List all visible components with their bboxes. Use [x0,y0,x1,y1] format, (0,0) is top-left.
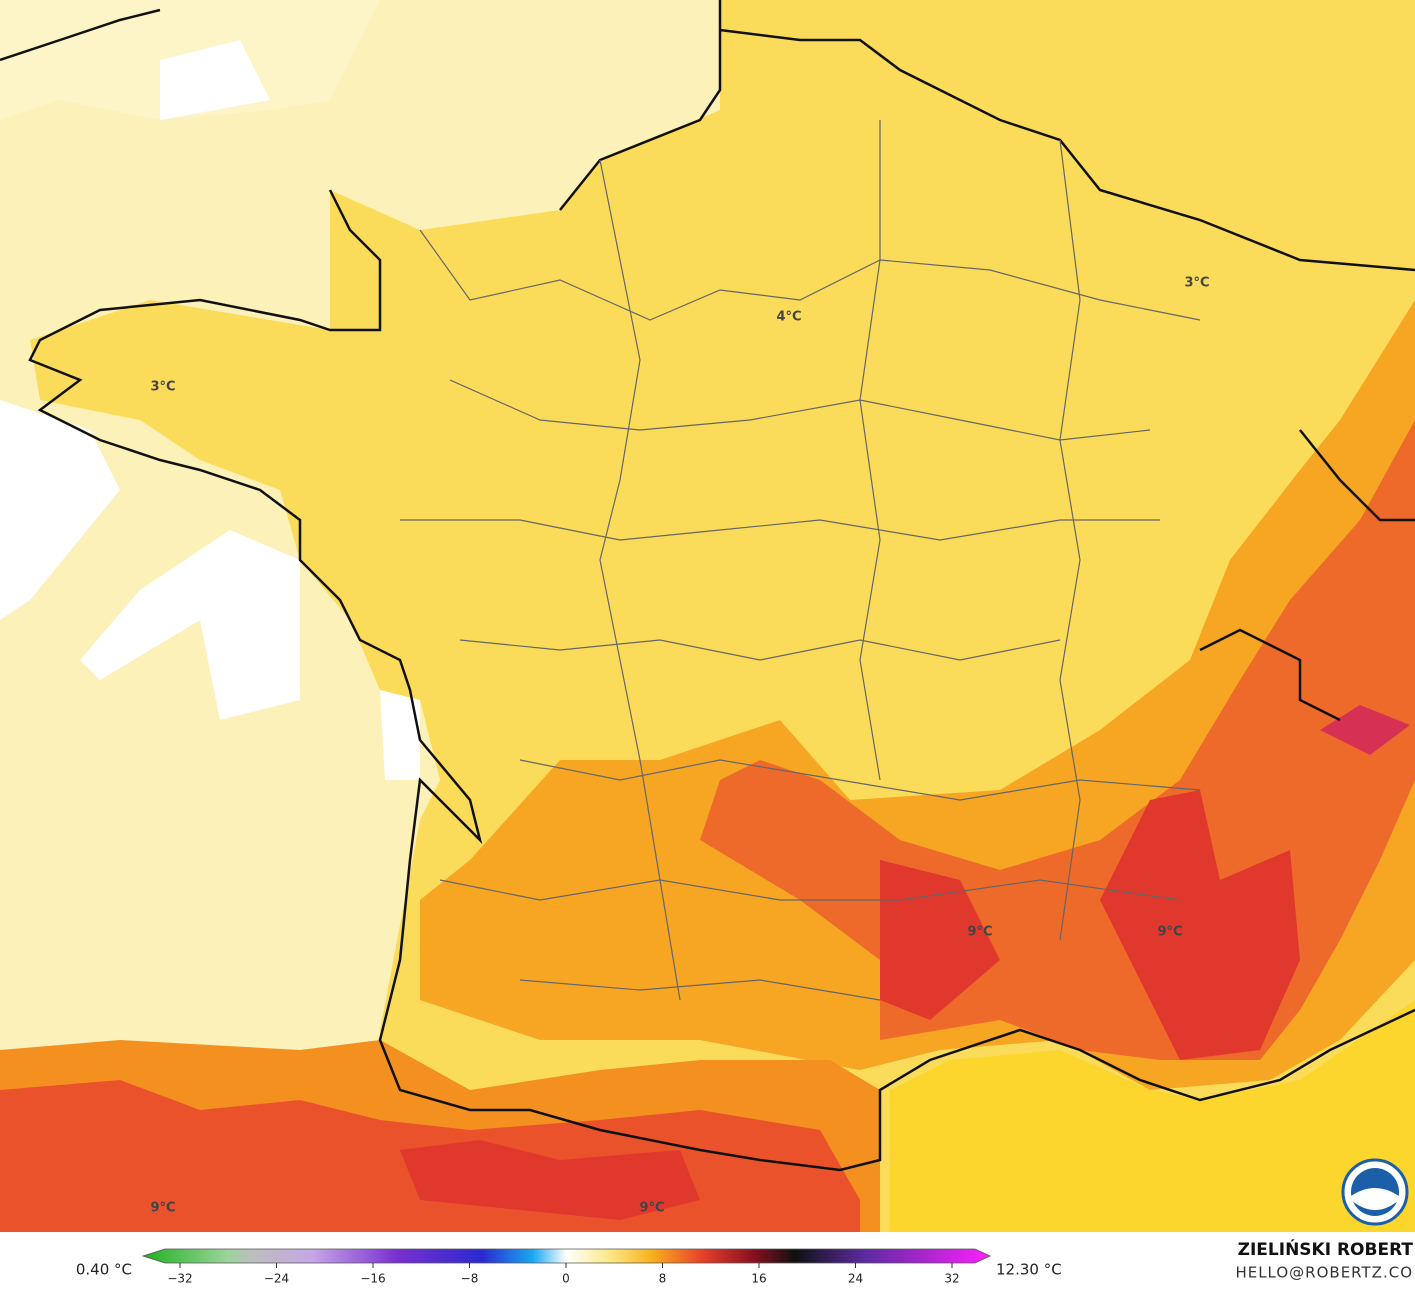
pyrenees-hotter [400,1140,700,1220]
temp-label: 3°C [150,380,175,395]
colorbar-max: 12.30 °C [996,1261,1062,1279]
temp-label: 9°C [639,1201,664,1216]
colorbar-tick-label: −16 [360,1272,385,1286]
colorbar-tick-label: 24 [848,1272,863,1286]
colorbar: 0.40 °C 12.30 °C −32 −24 −16 −8 0 8 16 24 32 [76,1248,1062,1286]
sea-gap [0,400,120,620]
noaa-logo-bird [1351,1188,1399,1210]
temp-label: 9°C [967,925,992,940]
temp-label: 9°C [1157,925,1182,940]
hotter-field [1100,790,1300,1060]
colorbar-tick-label: 0 [562,1272,570,1286]
sea-gap [160,40,270,120]
region-borders [400,120,1201,1001]
colorbar-min: 0.40 °C [76,1261,132,1279]
colorbar-tick-label: −32 [167,1272,192,1286]
temp-label: 4°C [776,310,801,325]
med-field [890,1000,1415,1232]
temp-label: 3°C [1184,276,1209,291]
temp-label: 9°C [150,1201,175,1216]
colorbar-tick-label: 32 [944,1272,959,1286]
map: 3°C 4°C 3°C 9°C 9°C 9°C 9°C [0,0,1415,1232]
coastline-border [0,0,1415,1172]
colorbar-tick-label: −8 [461,1272,479,1286]
credit-contact: HELLO@ROBERTZ.CO [1235,1264,1413,1282]
credit-author: ZIELIŃSKI ROBERT [1238,1238,1414,1260]
colorbar-tick-label: 8 [659,1272,667,1286]
sea-gap [380,690,420,780]
hotter-field [880,860,1000,1020]
colorbar-bar [141,1248,991,1264]
hotspot [1320,705,1410,755]
colorbar-tick-label: −24 [264,1272,289,1286]
colorbar-tick-label: 16 [751,1272,766,1286]
sea-gap [80,530,300,720]
